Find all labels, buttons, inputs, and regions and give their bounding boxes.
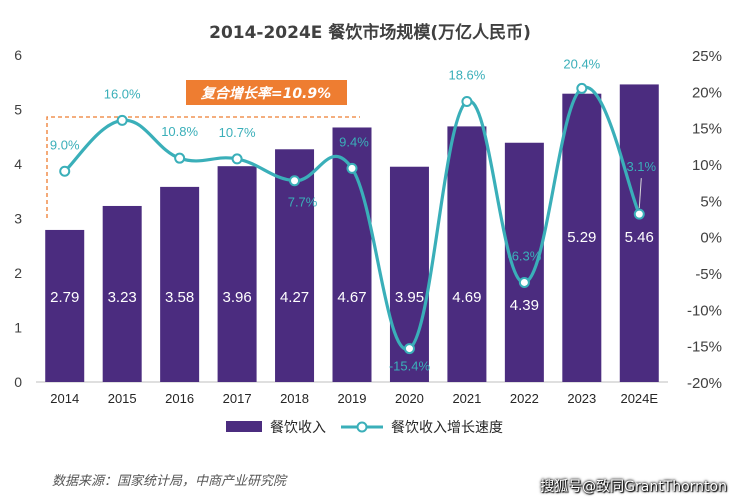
- line-value-label: 3.1%: [626, 159, 656, 174]
- bar: [102, 205, 142, 382]
- x-tick-label: 2022: [510, 391, 539, 406]
- legend-bar-swatch: [226, 421, 262, 432]
- y-right-tick-label: 15%: [692, 121, 722, 138]
- x-tick-label: 2018: [280, 391, 309, 406]
- y-right-tick-label: -10%: [687, 302, 722, 319]
- bar: [447, 126, 487, 383]
- y-right-tick-label: 20%: [692, 84, 722, 101]
- line-point: [633, 208, 645, 220]
- bar-series: 2.79 3.23 3.58 3.96 4.27 4.67 3.95 4.69 4.39 5.29…: [45, 84, 659, 383]
- line-point: [59, 165, 71, 177]
- y-left-tick-label: 0: [14, 374, 22, 390]
- x-tick-label: 2023: [567, 391, 596, 406]
- line-value-label: -15.4%: [389, 359, 431, 374]
- y-left-tick-label: 2: [14, 265, 22, 281]
- x-tick-label: 2015: [108, 391, 137, 406]
- y-right-tick-label: 5%: [700, 193, 722, 210]
- cagr-label-box: [186, 80, 347, 105]
- line-point: [289, 175, 301, 187]
- legend-bar-label: 餐饮收入: [270, 420, 326, 436]
- y-right-tick-label: 0%: [700, 230, 722, 247]
- bar-value-label: 3.23: [108, 289, 137, 306]
- y-left-tick-label: 6: [14, 47, 22, 63]
- y-left-tick-label: 3: [14, 211, 22, 227]
- bar: [45, 229, 85, 382]
- line-value-label: 9.4%: [339, 134, 369, 149]
- x-tick-label: 2017: [223, 391, 252, 406]
- line-point: [346, 162, 358, 174]
- y-right-tick-label: -20%: [687, 375, 722, 392]
- line-value-label: 9.0%: [50, 137, 80, 152]
- bar-value-label: 3.58: [165, 289, 194, 306]
- line-point: [461, 96, 473, 108]
- x-tick-label: 2024E: [620, 391, 658, 406]
- line-value-label: 7.7%: [288, 195, 318, 210]
- bar: [275, 149, 315, 382]
- bar: [619, 84, 659, 383]
- line-value-label: 10.8%: [161, 124, 198, 139]
- x-tick-label: 2021: [452, 391, 481, 406]
- chart-title: 2014-2024E 餐饮市场规模(万亿人民币): [209, 22, 531, 43]
- bar-value-label: 4.67: [337, 289, 366, 306]
- y-right-tick-label: -15%: [687, 339, 722, 356]
- bar-value-label: 4.27: [280, 289, 309, 306]
- bar-value-label: 2.79: [50, 289, 79, 306]
- x-tick-label: 2016: [165, 391, 194, 406]
- line-point: [403, 343, 415, 355]
- bar-value-label: 3.95: [395, 289, 424, 306]
- bar: [562, 93, 602, 382]
- line-value-label: 10.7%: [219, 125, 256, 140]
- cagr-label: 复合增长率=10.9%: [201, 85, 331, 102]
- y-right-tick-label: 10%: [692, 157, 722, 174]
- y-left-tick-label: 4: [14, 156, 22, 172]
- bar-value-label: 4.69: [452, 289, 481, 306]
- y-left-tick-label: 5: [14, 102, 22, 118]
- y-right-tick-label: 25%: [692, 48, 722, 65]
- legend-line-marker: [356, 421, 368, 433]
- source-note: 数据来源：国家统计局，中商产业研究院: [52, 474, 287, 489]
- cagr-bracket: [46, 116, 360, 218]
- line-point: [116, 114, 128, 126]
- line-series: 9.0% 16.0% 10.8% 10.7% 7.7% 9.4% -15.4% 18.6% -6…: [50, 56, 657, 373]
- cagr-annotation-group: 复合增长率=10.9%: [46, 80, 360, 218]
- axes: 0 1 2 3 4 5 6 -20% -15% -10% -5% 0% 5% 10% 15% 20% 25% 20…: [14, 47, 722, 406]
- legend-line-label: 餐饮收入增长速度: [391, 420, 503, 436]
- y-left-tick-label: 1: [14, 320, 22, 336]
- bar: [217, 166, 257, 382]
- line-point: [231, 153, 243, 165]
- line-value-label: 20.4%: [563, 56, 600, 71]
- y-right-tick-label: -5%: [695, 266, 722, 283]
- line-value-label: 18.6%: [448, 68, 485, 83]
- bar: [160, 186, 200, 382]
- x-tick-label: 2020: [395, 391, 424, 406]
- label-leader: [638, 178, 642, 209]
- legend: 餐饮收入 餐饮收入增长速度: [226, 420, 503, 436]
- line-value-label: -6.3%: [507, 248, 541, 263]
- x-tick-label: 2014: [50, 391, 79, 406]
- x-tick-label: 2019: [338, 391, 367, 406]
- bar-value-label: 5.29: [567, 229, 596, 246]
- line-value-label: 16.0%: [104, 86, 141, 101]
- line-point: [174, 152, 186, 164]
- watermark: 搜狐号@致同GrantThornton: [540, 479, 727, 495]
- line-point: [518, 276, 530, 288]
- bar-value-label: 4.39: [510, 297, 539, 314]
- line-point: [576, 82, 588, 94]
- bar-value-label: 3.96: [222, 289, 251, 306]
- bar-value-label: 5.46: [625, 229, 654, 246]
